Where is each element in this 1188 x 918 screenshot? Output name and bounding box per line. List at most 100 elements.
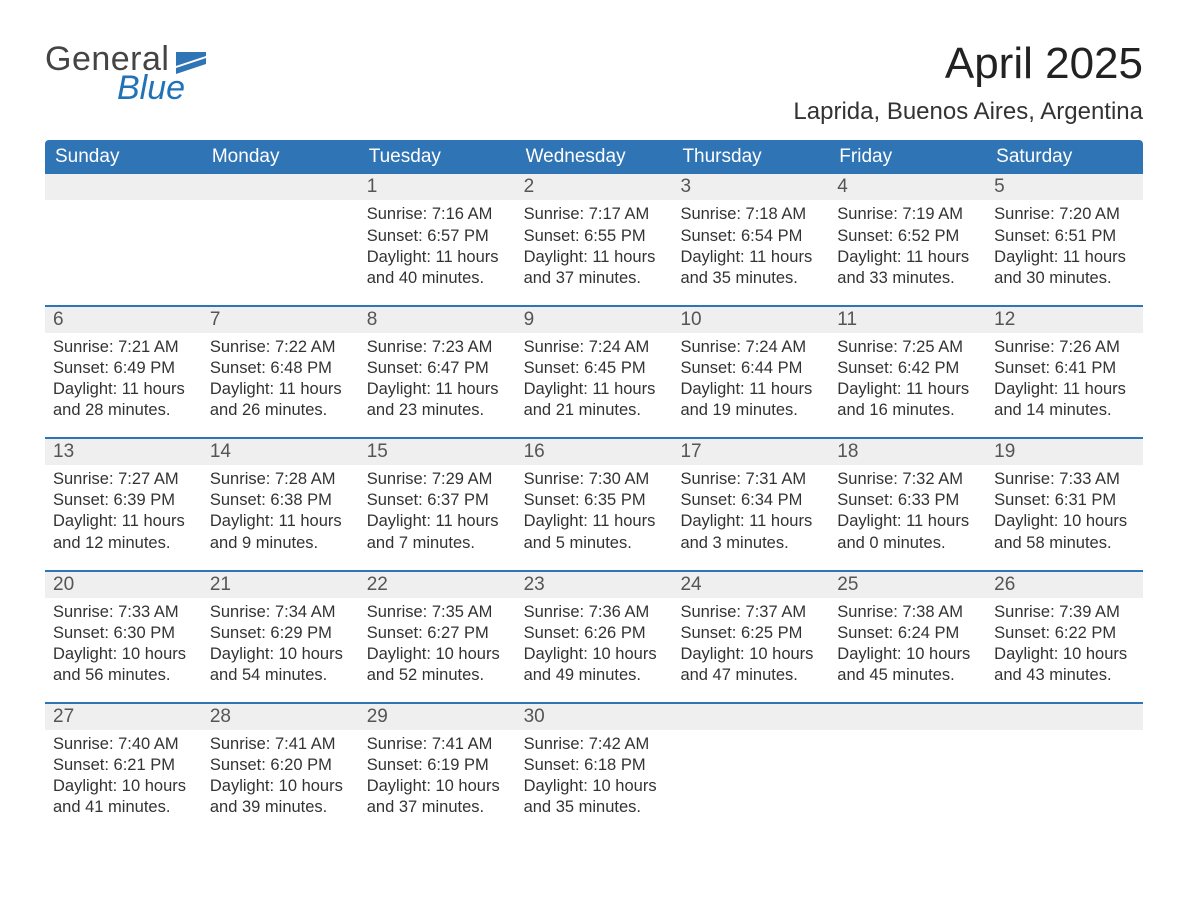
day-line: Sunrise: 7:24 AM: [524, 337, 665, 358]
day-line: Sunrise: 7:35 AM: [367, 602, 508, 623]
day-line: and 45 minutes.: [837, 665, 978, 686]
day-line: Daylight: 11 hours: [524, 247, 665, 268]
calendar-day: 14Sunrise: 7:28 AMSunset: 6:38 PMDayligh…: [202, 439, 359, 559]
day-number: [45, 174, 202, 200]
day-line: Sunrise: 7:22 AM: [210, 337, 351, 358]
calendar-day: 27Sunrise: 7:40 AMSunset: 6:21 PMDayligh…: [45, 704, 202, 824]
calendar-day: 17Sunrise: 7:31 AMSunset: 6:34 PMDayligh…: [672, 439, 829, 559]
day-line: [994, 755, 1135, 776]
weeks-container: 1Sunrise: 7:16 AMSunset: 6:57 PMDaylight…: [45, 174, 1143, 824]
day-number: [672, 704, 829, 730]
day-line: Daylight: 10 hours: [367, 776, 508, 797]
day-body: Sunrise: 7:30 AMSunset: 6:35 PMDaylight:…: [516, 465, 673, 559]
day-body: Sunrise: 7:36 AMSunset: 6:26 PMDaylight:…: [516, 598, 673, 692]
day-number: 22: [359, 572, 516, 598]
day-number: 25: [829, 572, 986, 598]
day-line: and 35 minutes.: [524, 797, 665, 818]
day-line: and 40 minutes.: [367, 268, 508, 289]
day-body: Sunrise: 7:22 AMSunset: 6:48 PMDaylight:…: [202, 333, 359, 427]
calendar-day: 7Sunrise: 7:22 AMSunset: 6:48 PMDaylight…: [202, 307, 359, 427]
day-line: Sunset: 6:24 PM: [837, 623, 978, 644]
day-body: Sunrise: 7:26 AMSunset: 6:41 PMDaylight:…: [986, 333, 1143, 427]
calendar-day: 24Sunrise: 7:37 AMSunset: 6:25 PMDayligh…: [672, 572, 829, 692]
day-body: Sunrise: 7:16 AMSunset: 6:57 PMDaylight:…: [359, 200, 516, 294]
day-number: 27: [45, 704, 202, 730]
day-line: Sunrise: 7:29 AM: [367, 469, 508, 490]
day-line: Sunset: 6:39 PM: [53, 490, 194, 511]
day-line: Sunrise: 7:31 AM: [680, 469, 821, 490]
day-body: Sunrise: 7:33 AMSunset: 6:30 PMDaylight:…: [45, 598, 202, 692]
day-line: Sunset: 6:37 PM: [367, 490, 508, 511]
day-number: 7: [202, 307, 359, 333]
day-line: [210, 204, 351, 225]
day-line: Sunrise: 7:36 AM: [524, 602, 665, 623]
calendar-day: 9Sunrise: 7:24 AMSunset: 6:45 PMDaylight…: [516, 307, 673, 427]
header-row: General Blue April 2025 Laprida, Buenos …: [45, 40, 1143, 126]
day-line: Sunset: 6:45 PM: [524, 358, 665, 379]
day-number: 18: [829, 439, 986, 465]
day-line: and 56 minutes.: [53, 665, 194, 686]
day-line: [837, 734, 978, 755]
day-number: 15: [359, 439, 516, 465]
day-body: Sunrise: 7:33 AMSunset: 6:31 PMDaylight:…: [986, 465, 1143, 559]
day-line: Sunrise: 7:42 AM: [524, 734, 665, 755]
day-line: and 5 minutes.: [524, 533, 665, 554]
day-body: Sunrise: 7:41 AMSunset: 6:20 PMDaylight:…: [202, 730, 359, 824]
day-body: Sunrise: 7:24 AMSunset: 6:44 PMDaylight:…: [672, 333, 829, 427]
day-number: 16: [516, 439, 673, 465]
calendar-day: 6Sunrise: 7:21 AMSunset: 6:49 PMDaylight…: [45, 307, 202, 427]
day-line: [53, 247, 194, 268]
dayname-thursday: Thursday: [672, 140, 829, 174]
day-line: Sunrise: 7:20 AM: [994, 204, 1135, 225]
calendar-day: 11Sunrise: 7:25 AMSunset: 6:42 PMDayligh…: [829, 307, 986, 427]
day-number: [202, 174, 359, 200]
day-body: Sunrise: 7:25 AMSunset: 6:42 PMDaylight:…: [829, 333, 986, 427]
day-line: and 23 minutes.: [367, 400, 508, 421]
day-line: Daylight: 11 hours: [994, 247, 1135, 268]
calendar-day: 29Sunrise: 7:41 AMSunset: 6:19 PMDayligh…: [359, 704, 516, 824]
day-line: [210, 226, 351, 247]
day-body: Sunrise: 7:39 AMSunset: 6:22 PMDaylight:…: [986, 598, 1143, 692]
day-body: Sunrise: 7:38 AMSunset: 6:24 PMDaylight:…: [829, 598, 986, 692]
day-line: [994, 797, 1135, 818]
day-body: Sunrise: 7:24 AMSunset: 6:45 PMDaylight:…: [516, 333, 673, 427]
day-line: and 26 minutes.: [210, 400, 351, 421]
calendar-day: 10Sunrise: 7:24 AMSunset: 6:44 PMDayligh…: [672, 307, 829, 427]
day-line: Daylight: 10 hours: [524, 644, 665, 665]
day-line: [53, 226, 194, 247]
day-line: Sunset: 6:35 PM: [524, 490, 665, 511]
day-number: 10: [672, 307, 829, 333]
day-line: Sunset: 6:25 PM: [680, 623, 821, 644]
day-line: Sunset: 6:27 PM: [367, 623, 508, 644]
day-line: Sunrise: 7:28 AM: [210, 469, 351, 490]
day-number: 4: [829, 174, 986, 200]
day-line: Sunset: 6:48 PM: [210, 358, 351, 379]
day-number: 3: [672, 174, 829, 200]
day-number: 12: [986, 307, 1143, 333]
day-line: Sunrise: 7:34 AM: [210, 602, 351, 623]
calendar-day: [986, 704, 1143, 824]
day-line: Sunset: 6:26 PM: [524, 623, 665, 644]
calendar-day: 25Sunrise: 7:38 AMSunset: 6:24 PMDayligh…: [829, 572, 986, 692]
dayname-sunday: Sunday: [45, 140, 202, 174]
day-body: Sunrise: 7:29 AMSunset: 6:37 PMDaylight:…: [359, 465, 516, 559]
day-line: and 19 minutes.: [680, 400, 821, 421]
day-line: Daylight: 11 hours: [994, 379, 1135, 400]
calendar-day: [45, 174, 202, 294]
day-number: 1: [359, 174, 516, 200]
day-number: 11: [829, 307, 986, 333]
dayname-monday: Monday: [202, 140, 359, 174]
day-line: Daylight: 11 hours: [680, 511, 821, 532]
day-line: Daylight: 11 hours: [524, 379, 665, 400]
day-body: Sunrise: 7:37 AMSunset: 6:25 PMDaylight:…: [672, 598, 829, 692]
day-number: 6: [45, 307, 202, 333]
day-body: [986, 730, 1143, 824]
day-body: Sunrise: 7:18 AMSunset: 6:54 PMDaylight:…: [672, 200, 829, 294]
day-line: Sunrise: 7:40 AM: [53, 734, 194, 755]
day-number: 14: [202, 439, 359, 465]
day-line: [210, 268, 351, 289]
dayname-saturday: Saturday: [986, 140, 1143, 174]
day-body: Sunrise: 7:23 AMSunset: 6:47 PMDaylight:…: [359, 333, 516, 427]
day-line: and 58 minutes.: [994, 533, 1135, 554]
calendar: Sunday Monday Tuesday Wednesday Thursday…: [45, 140, 1143, 824]
